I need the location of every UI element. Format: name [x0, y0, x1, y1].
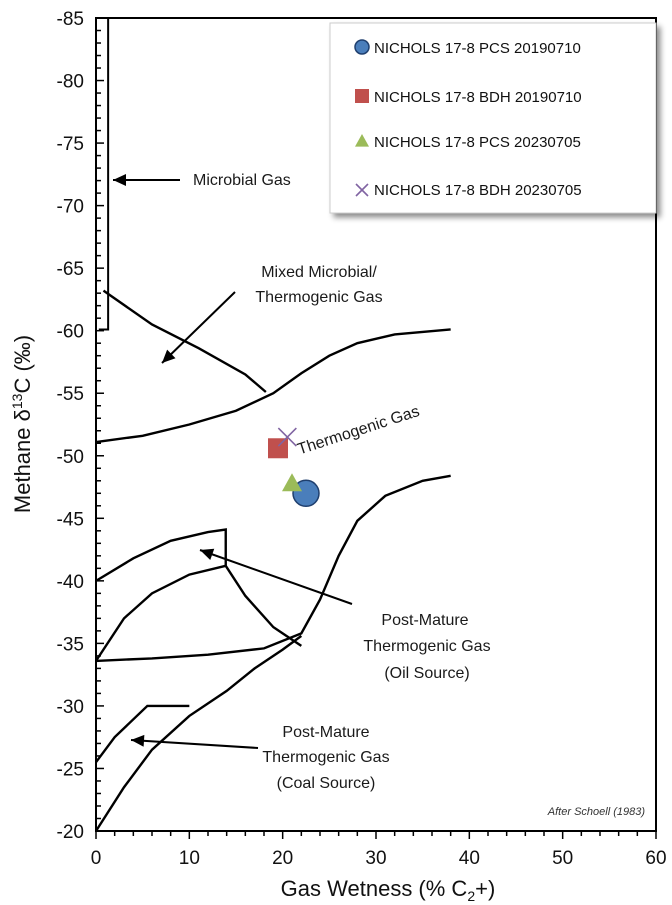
- coal-field-top: [95, 704, 190, 763]
- y-tick-label: -80: [57, 72, 84, 93]
- legend-marker-x: [355, 183, 369, 197]
- coal-lower-boundary: [94, 634, 303, 832]
- y-tick-label: -20: [57, 822, 84, 843]
- label-coal-line2: Thermogenic Gas: [262, 749, 389, 766]
- y-tick-label: -55: [57, 384, 84, 405]
- y-tick-label: -30: [57, 697, 84, 718]
- legend-label-pcs-2019: NICHOLS 17-8 PCS 20190710: [374, 40, 581, 57]
- x-tick-label: 0: [91, 848, 102, 869]
- x-tick-label: 10: [179, 848, 200, 869]
- legend-label-bdh-2019: NICHOLS 17-8 BDH 20190710: [374, 89, 582, 106]
- y-tick-label: -40: [57, 572, 84, 593]
- legend-box: [329, 22, 657, 214]
- y-tick-label: -35: [57, 634, 84, 655]
- y-tick-label: -70: [57, 197, 84, 218]
- oil-field-top: [95, 528, 227, 582]
- y-tick-label: -85: [57, 9, 84, 30]
- legend-marker-circle: [354, 39, 370, 55]
- label-coal-line1: Post-Mature: [282, 724, 369, 741]
- arrow-oil-source-head: [200, 548, 215, 561]
- arrow-mixed-head: [162, 349, 176, 363]
- x-axis-ticks: 0 10 20 30 40 50 60: [91, 831, 667, 869]
- label-coal-line3: (Coal Source): [277, 775, 376, 792]
- field-boundaries: [94, 17, 451, 832]
- annotation-arrows: [113, 174, 353, 749]
- source-credit: After Schoell (1983): [547, 806, 646, 818]
- arrow-microbial-head: [113, 174, 126, 186]
- y-axis-ticks: -85 -80 -75 -70 -65 -60 -55 -50 -45 -40 -35 -30 -25 -…: [57, 9, 104, 843]
- legend-label-pcs-2023: NICHOLS 17-8 PCS 20230705: [374, 134, 581, 151]
- oil-field-tail: [224, 565, 303, 647]
- arrow-coal-source-head: [131, 734, 145, 747]
- arrow-mixed: [161, 291, 236, 364]
- thermogenic-upper-boundary: [95, 328, 451, 444]
- y-tick-label: -45: [57, 509, 84, 530]
- y-tick-label: -50: [57, 447, 84, 468]
- y-tick-label: -65: [57, 259, 84, 280]
- label-oil-line2: Thermogenic Gas: [363, 638, 490, 655]
- label-mixed-line1: Mixed Microbial/: [261, 264, 377, 281]
- mixed-field-boundary: [102, 289, 267, 393]
- label-microbial-gas: Microbial Gas: [193, 172, 291, 189]
- x-tick-label: 50: [552, 848, 573, 869]
- legend-marker-x-stroke-b: [355, 183, 369, 197]
- arrow-oil-source: [199, 549, 353, 605]
- legend-marker-square: [355, 89, 369, 103]
- x-tick-label: 40: [459, 848, 480, 869]
- data-point-x-stroke-b: [277, 427, 297, 447]
- legend-marker-triangle: [355, 134, 369, 147]
- x-tick-label: 20: [272, 848, 293, 869]
- thermogenic-lower-boundary: [95, 474, 451, 663]
- label-oil-line1: Post-Mature: [381, 612, 468, 629]
- x-axis-label: Gas Wetness (% C2+): [281, 876, 496, 904]
- label-oil-line3: (Oil Source): [384, 665, 469, 682]
- x-tick-label: 60: [645, 848, 666, 869]
- arrow-coal-source: [130, 739, 259, 749]
- y-tick-label: -25: [57, 759, 84, 780]
- data-point-x: [277, 427, 297, 447]
- x-tick-label: 30: [365, 848, 386, 869]
- y-tick-label: -60: [57, 322, 84, 343]
- data-point-square: [268, 438, 288, 459]
- microbial-field-boundary: [98, 17, 110, 331]
- data-points: [268, 427, 320, 508]
- label-mixed-line2: Thermogenic Gas: [255, 289, 382, 306]
- legend: NICHOLS 17-8 PCS 20190710 NICHOLS 17-8 B…: [329, 22, 657, 214]
- oil-field-bottom: [94, 564, 227, 662]
- legend-markers: [354, 39, 370, 197]
- y-tick-label: -75: [57, 134, 84, 155]
- y-axis-label: Methane δ13C (‰): [9, 335, 35, 513]
- legend-label-bdh-2023: NICHOLS 17-8 BDH 20230705: [374, 182, 582, 199]
- data-point-triangle: [282, 473, 302, 492]
